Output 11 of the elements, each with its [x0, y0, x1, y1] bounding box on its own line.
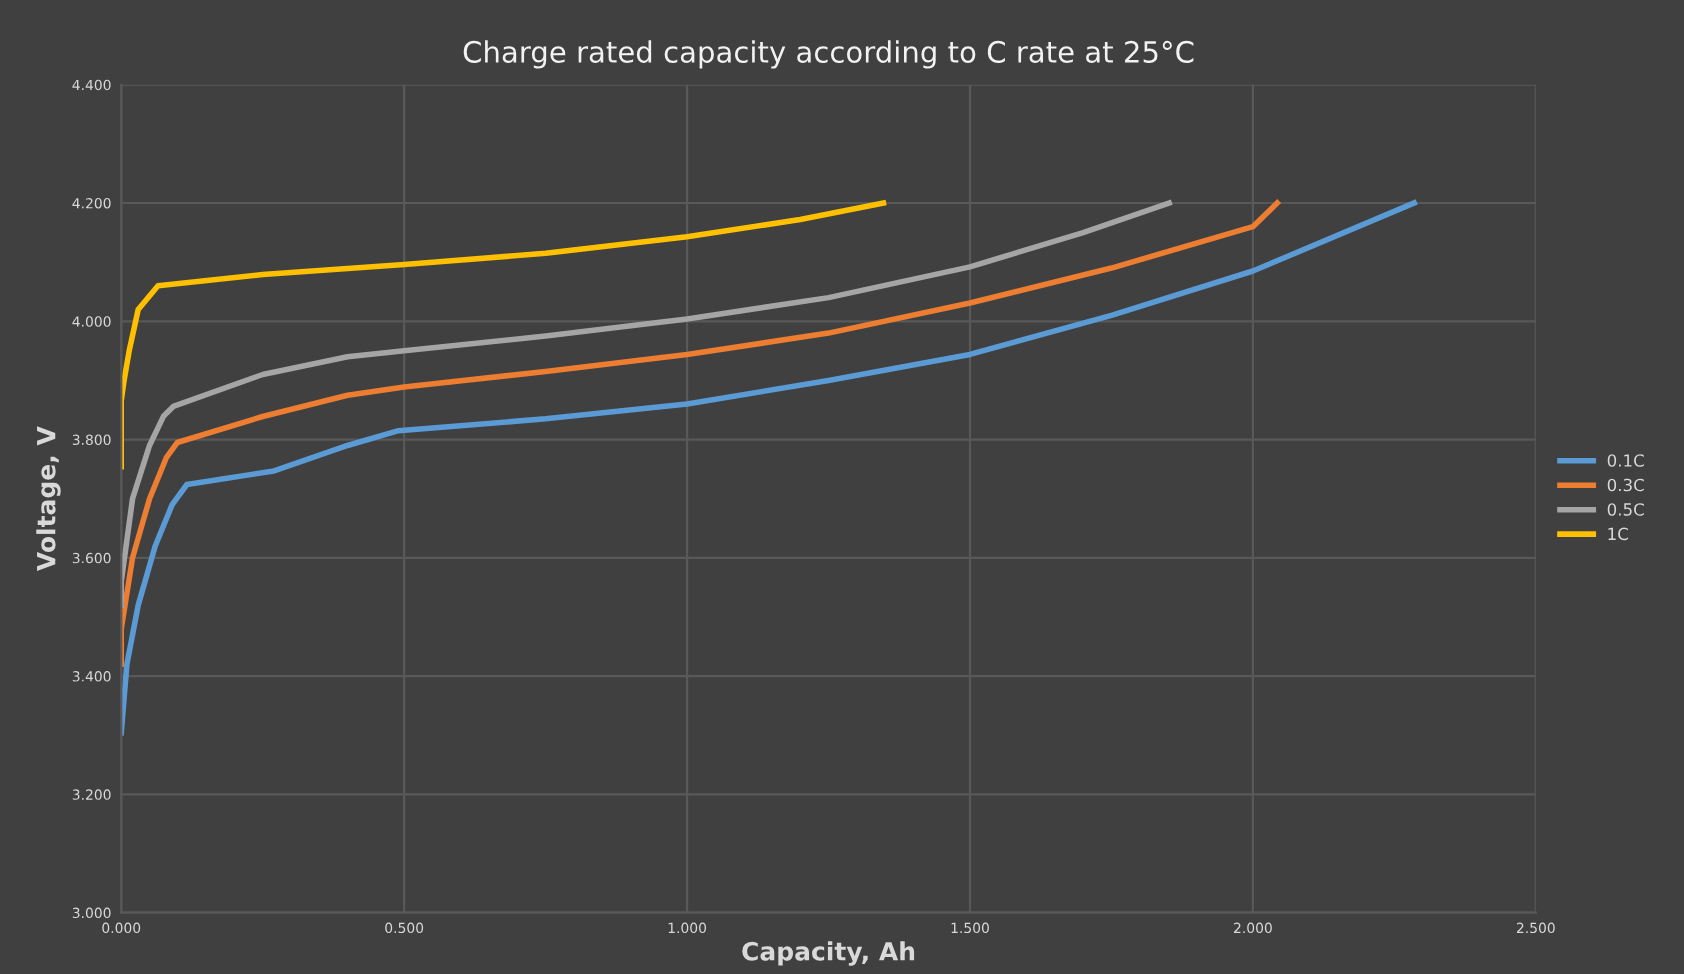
chart-title: Charge rated capacity according to C rate at 25°C — [463, 40, 1194, 69]
legend-label: 0.5C — [1607, 503, 1644, 516]
legend-label: 0.3C — [1607, 478, 1644, 492]
line-series — [121, 200, 887, 470]
legend-label: 1C — [1608, 527, 1628, 541]
legend-label: 0.1C — [1607, 454, 1644, 467]
line-series — [121, 200, 1417, 736]
y-axis-title: Voltage, V — [36, 426, 61, 572]
x-axis-title: Capacity, Ah — [742, 941, 915, 966]
line-series — [121, 200, 1281, 668]
line-series — [121, 200, 1172, 608]
